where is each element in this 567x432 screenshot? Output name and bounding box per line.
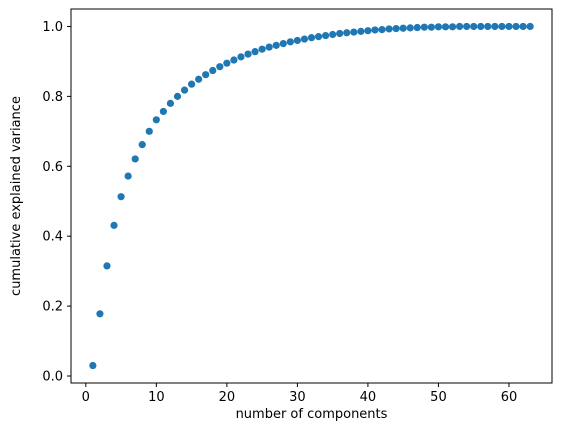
data-point xyxy=(329,30,337,39)
y-tick-label: 0.0 xyxy=(42,370,63,385)
data-point xyxy=(484,22,492,31)
data-point xyxy=(209,66,217,75)
data-point xyxy=(392,24,400,33)
data-point xyxy=(117,193,125,201)
x-tick-label: 40 xyxy=(360,390,377,405)
data-point xyxy=(336,29,344,38)
data-point xyxy=(526,22,534,31)
y-tick-label: 1.0 xyxy=(42,20,63,35)
data-point xyxy=(152,116,160,124)
data-point xyxy=(103,262,111,270)
data-point xyxy=(322,31,330,40)
data-point xyxy=(251,48,259,56)
data-point xyxy=(364,27,372,35)
data-points xyxy=(89,22,534,370)
data-point xyxy=(300,35,309,43)
data-point xyxy=(343,29,351,37)
data-point xyxy=(505,22,513,31)
data-point xyxy=(350,28,358,36)
data-point xyxy=(477,22,485,31)
data-point xyxy=(470,22,478,31)
y-tick-label: 0.2 xyxy=(42,300,63,315)
data-point xyxy=(188,80,196,88)
data-point xyxy=(265,43,273,51)
data-point xyxy=(223,59,231,67)
data-point xyxy=(166,99,175,107)
data-point xyxy=(216,63,224,71)
data-point xyxy=(131,155,139,163)
x-tick-label: 50 xyxy=(430,390,447,405)
data-point xyxy=(173,92,182,100)
data-point xyxy=(448,23,457,31)
y-tick-label: 0.8 xyxy=(42,90,63,105)
x-tick-label: 60 xyxy=(501,390,518,405)
data-point xyxy=(519,22,527,31)
data-point xyxy=(512,22,520,31)
data-point xyxy=(286,38,294,46)
data-point xyxy=(180,86,189,94)
x-tick-label: 30 xyxy=(289,390,306,405)
data-point xyxy=(385,25,393,33)
data-point xyxy=(89,361,97,370)
data-point xyxy=(159,107,167,116)
x-axis-ticks: 0 10 20 30 40 50 60 xyxy=(82,383,518,405)
data-point xyxy=(378,26,386,34)
x-tick-label: 0 xyxy=(82,390,90,405)
data-point xyxy=(96,310,104,318)
x-tick-label: 10 xyxy=(148,390,165,405)
data-point xyxy=(498,22,506,31)
data-point xyxy=(110,221,118,229)
data-point xyxy=(427,23,435,31)
data-point xyxy=(307,34,316,42)
data-point xyxy=(399,24,407,32)
data-point xyxy=(441,23,450,31)
data-point xyxy=(371,26,379,34)
y-axis-label: cumulative explained variance xyxy=(9,96,24,296)
y-tick-label: 0.4 xyxy=(42,230,63,245)
data-point xyxy=(420,23,428,31)
y-tick-label: 0.6 xyxy=(42,160,63,175)
data-point xyxy=(244,50,252,58)
data-point xyxy=(230,56,238,64)
data-point xyxy=(413,23,421,32)
data-point xyxy=(195,75,203,83)
data-point xyxy=(145,127,153,135)
x-axis-label: number of components xyxy=(236,407,388,422)
data-point xyxy=(434,23,443,31)
data-point xyxy=(406,24,414,32)
data-point xyxy=(357,27,365,35)
plot-area xyxy=(70,8,553,384)
data-point xyxy=(463,22,471,31)
data-point xyxy=(279,40,287,48)
data-point xyxy=(293,36,301,45)
y-axis-ticks: 0.0 0.2 0.4 0.6 0.8 1.0 xyxy=(42,20,71,385)
data-point xyxy=(237,53,245,61)
x-tick-label: 20 xyxy=(219,390,236,405)
data-point xyxy=(138,141,146,149)
data-point xyxy=(258,45,266,53)
data-point xyxy=(202,71,210,79)
data-point xyxy=(314,33,323,41)
data-point xyxy=(491,22,499,31)
data-point xyxy=(124,172,132,180)
data-point xyxy=(456,22,464,31)
data-point xyxy=(272,41,280,49)
